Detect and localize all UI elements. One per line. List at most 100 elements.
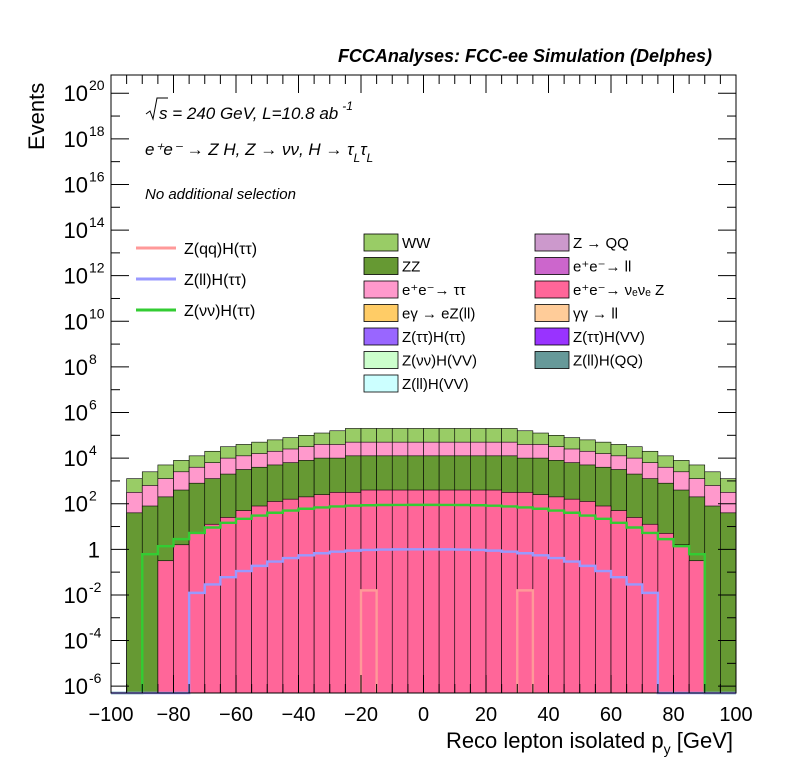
legend-swatch bbox=[534, 351, 570, 369]
y-tick-exponent: -2 bbox=[89, 579, 102, 595]
bar bbox=[157, 560, 174, 694]
bar bbox=[454, 489, 471, 694]
signal-spike bbox=[359, 589, 378, 693]
signal-lines bbox=[111, 503, 736, 695]
chart-title: FCCAnalyses: FCC-ee Simulation (Delphes) bbox=[338, 46, 712, 66]
x-tick-label: −20 bbox=[344, 704, 378, 726]
y-tick-label: 1 bbox=[88, 537, 100, 562]
y-tick-exponent: 14 bbox=[89, 214, 105, 230]
bar bbox=[376, 489, 393, 694]
y-tick-label: 10 bbox=[64, 355, 88, 380]
y-tick-exponent: 2 bbox=[89, 488, 97, 504]
legend-label: Z(qq)H(ττ) bbox=[184, 241, 257, 258]
legend-label: Z → QQ bbox=[573, 235, 629, 252]
bar bbox=[720, 512, 737, 694]
y-tick-exponent: 6 bbox=[89, 397, 97, 413]
y-tick-exponent: 12 bbox=[89, 260, 105, 276]
bar bbox=[173, 544, 190, 694]
legend-swatch bbox=[363, 304, 399, 322]
signal-line bbox=[111, 548, 736, 695]
x-tick-label: −100 bbox=[88, 704, 133, 726]
legend-label: eγ → eZ(ll) bbox=[402, 306, 475, 323]
bar bbox=[470, 489, 487, 694]
legend-label: Z(ττ)H(ττ) bbox=[402, 329, 466, 346]
legend-swatch bbox=[363, 351, 399, 369]
annotation-process: e⁺e⁻ → Z H, Z → νν, H → τLτL bbox=[145, 140, 373, 165]
bar bbox=[423, 489, 440, 694]
bar bbox=[220, 517, 237, 694]
bar bbox=[688, 560, 706, 694]
y-tick-label: 10 bbox=[64, 218, 88, 243]
bar bbox=[532, 494, 549, 694]
legend-label: Z(ll)H(ττ) bbox=[184, 272, 246, 289]
annotation-energy-text: s = 240 GeV, L=10.8 ab -1 bbox=[159, 99, 353, 123]
legend-label: γγ → ll bbox=[573, 306, 618, 323]
y-tick-label: 10 bbox=[64, 81, 88, 106]
x-axis: −100 −80 −60 −40 −20 0 20 40 60 80 100 bbox=[88, 75, 753, 726]
legend-swatch bbox=[534, 327, 570, 346]
y-axis-label: Events bbox=[24, 83, 49, 150]
bar bbox=[438, 489, 456, 694]
bar bbox=[282, 498, 299, 694]
y-tick-label: 10 bbox=[64, 264, 88, 289]
legend-swatch bbox=[534, 233, 570, 252]
x-tick-label: 80 bbox=[662, 704, 684, 726]
legend-label: e⁺e⁻→ νₑνₑ Z bbox=[573, 282, 664, 299]
bar bbox=[266, 501, 284, 694]
y-tick-exponent: 18 bbox=[89, 123, 105, 139]
y-tick-exponent: 20 bbox=[89, 77, 105, 93]
y-tick-exponent: 4 bbox=[89, 442, 97, 458]
y-tick-label: 10 bbox=[64, 401, 88, 426]
bar bbox=[313, 494, 331, 694]
bar bbox=[188, 533, 206, 694]
bar bbox=[610, 510, 627, 694]
y-tick-exponent: 10 bbox=[89, 305, 105, 321]
legend-signal: Z(qq)H(ττ) Z(ll)H(ττ) Z(νν)H(ττ) bbox=[136, 241, 257, 320]
legend-swatch bbox=[363, 257, 399, 275]
y-tick-label: 10 bbox=[64, 446, 88, 471]
legend-label: Z(ll)H(QQ) bbox=[573, 353, 643, 370]
signal-line bbox=[111, 503, 736, 695]
legend-swatch bbox=[363, 280, 399, 299]
legend-label: e⁺e⁻→ ll bbox=[573, 259, 631, 276]
y-tick-exponent: 8 bbox=[89, 351, 97, 367]
bar bbox=[595, 505, 612, 694]
x-axis-label-subscript: y bbox=[664, 741, 671, 757]
y-tick-label: 10 bbox=[64, 309, 88, 334]
bar bbox=[563, 498, 581, 694]
annotation-selection: No additional selection bbox=[145, 186, 296, 203]
bar bbox=[548, 496, 565, 694]
bar bbox=[579, 501, 596, 694]
x-tick-label: 100 bbox=[719, 704, 752, 726]
y-tick-exponent: -6 bbox=[89, 670, 102, 686]
bar bbox=[235, 510, 252, 694]
legend-label: Z(νν)H(VV) bbox=[402, 353, 477, 370]
bar bbox=[345, 492, 362, 694]
bar bbox=[141, 505, 159, 694]
legend-swatch bbox=[363, 327, 399, 346]
y-tick-exponent: 16 bbox=[89, 168, 105, 184]
legend-swatch bbox=[534, 304, 570, 322]
bar bbox=[329, 492, 346, 694]
legend-label: WW bbox=[402, 235, 431, 252]
bar bbox=[251, 505, 268, 694]
legend-label: Z(ττ)H(VV) bbox=[573, 329, 645, 346]
legend-swatch bbox=[534, 257, 570, 275]
x-tick-label: 20 bbox=[475, 704, 497, 726]
bar bbox=[485, 489, 502, 694]
bar bbox=[204, 523, 221, 694]
signal-spike bbox=[516, 589, 535, 693]
legend-label: e⁺e⁻→ ττ bbox=[402, 282, 466, 299]
legend-swatch bbox=[534, 280, 570, 299]
legend-label: Z(νν)H(ττ) bbox=[184, 303, 255, 320]
x-tick-label: −80 bbox=[157, 704, 191, 726]
histogram-stack bbox=[126, 428, 737, 694]
legend-swatch bbox=[363, 233, 399, 252]
bar bbox=[704, 505, 721, 694]
x-tick-label: −40 bbox=[282, 704, 316, 726]
y-tick-label: 10 bbox=[64, 492, 88, 517]
legend-label: ZZ bbox=[402, 259, 420, 276]
annotation-energy: s = 240 GeV, L=10.8 ab -1 bbox=[145, 97, 353, 123]
bar bbox=[391, 489, 409, 694]
